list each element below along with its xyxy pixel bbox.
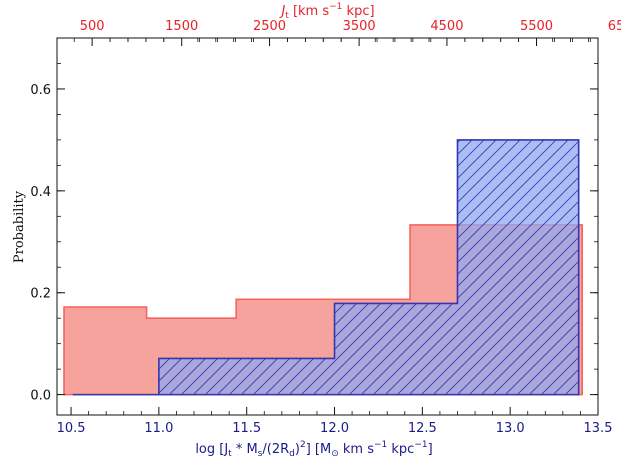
x-axis-label: log [Jt * Ms/(2Rd)2] [M⊙ km s−1 kpc−1]: [195, 440, 432, 459]
y-tick-label-3: 0.6: [30, 83, 51, 98]
y-tick-label-2: 0.4: [30, 185, 51, 200]
y-tick-label-1: 0.2: [30, 287, 51, 302]
y-tick-label-0: 0.0: [30, 389, 51, 404]
x-top-tick-label-6: 6500: [608, 19, 621, 34]
x-tick-label-1: 11.0: [144, 421, 173, 436]
x-top-tick-label-5: 5500: [520, 19, 553, 34]
x-top-tick-label-3: 3500: [343, 19, 376, 34]
series-1-outline: [72, 139, 580, 396]
x-top-tick-label-1: 1500: [165, 19, 198, 34]
x-tick-label-2: 11.5: [232, 421, 261, 436]
x-top-tick-label-4: 4500: [430, 19, 463, 34]
x-tick-label-5: 13.0: [496, 421, 525, 436]
x-tick-label-4: 12.5: [408, 421, 437, 436]
x-top-tick-label-2: 2500: [253, 19, 286, 34]
x-tick-label-3: 12.0: [320, 421, 349, 436]
axis-ticks: 10.5 11.0 11.5 12.0 12.5 13.0 13.5 500 1500 2500 3…: [30, 19, 621, 436]
x-tick-label-0: 10.5: [57, 421, 86, 436]
series-1-hatch: [72, 139, 579, 395]
plot-frame: [56, 37, 599, 416]
x-tick-label-6: 13.5: [584, 421, 613, 436]
x-top-tick-label-0: 500: [80, 19, 105, 34]
series-0-outline: [63, 224, 583, 396]
y-axis-label: Probability: [12, 190, 27, 263]
x-top-axis-label: Jt [km s−1 kpc]: [278, 2, 374, 21]
histogram-bars: [63, 139, 583, 396]
